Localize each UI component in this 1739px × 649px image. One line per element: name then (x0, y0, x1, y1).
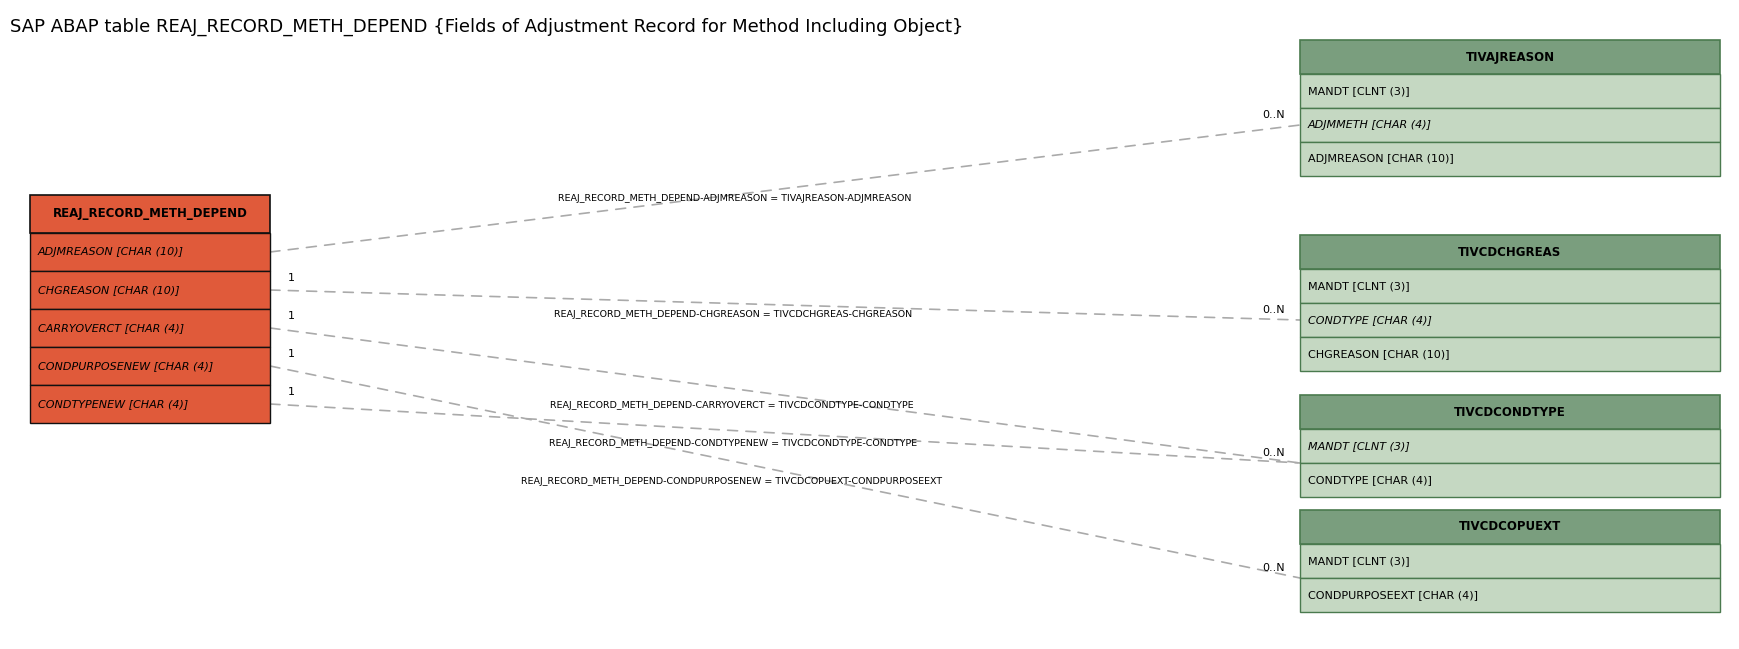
Text: REAJ_RECORD_METH_DEPEND-CHGREASON = TIVCDCHGREAS-CHGREASON: REAJ_RECORD_METH_DEPEND-CHGREASON = TIVC… (553, 310, 911, 319)
Text: 0..N: 0..N (1263, 110, 1285, 120)
Text: REAJ_RECORD_METH_DEPEND-CARRYOVERCT = TIVCDCONDTYPE-CONDTYPE: REAJ_RECORD_METH_DEPEND-CARRYOVERCT = TI… (550, 401, 913, 410)
Text: CONDTYPE [CHAR (4)]: CONDTYPE [CHAR (4)] (1308, 475, 1431, 485)
Text: MANDT [CLNT (3)]: MANDT [CLNT (3)] (1308, 86, 1409, 96)
Text: CARRYOVERCT [CHAR (4)]: CARRYOVERCT [CHAR (4)] (38, 323, 184, 333)
Text: REAJ_RECORD_METH_DEPEND-ADJMREASON = TIVAJREASON-ADJMREASON: REAJ_RECORD_METH_DEPEND-ADJMREASON = TIV… (558, 194, 911, 203)
Text: 0..N: 0..N (1263, 305, 1285, 315)
FancyBboxPatch shape (1299, 269, 1720, 303)
Text: CHGREASON [CHAR (10)]: CHGREASON [CHAR (10)] (1308, 349, 1449, 359)
Text: CONDTYPE [CHAR (4)]: CONDTYPE [CHAR (4)] (1308, 315, 1431, 325)
Text: CONDPURPOSENEW [CHAR (4)]: CONDPURPOSENEW [CHAR (4)] (38, 361, 214, 371)
FancyBboxPatch shape (1299, 578, 1720, 612)
FancyBboxPatch shape (1299, 429, 1720, 463)
Text: REAJ_RECORD_METH_DEPEND-CONDTYPENEW = TIVCDCONDTYPE-CONDTYPE: REAJ_RECORD_METH_DEPEND-CONDTYPENEW = TI… (548, 439, 916, 448)
FancyBboxPatch shape (1299, 463, 1720, 497)
FancyBboxPatch shape (30, 309, 270, 347)
FancyBboxPatch shape (30, 233, 270, 271)
FancyBboxPatch shape (1299, 544, 1720, 578)
Text: 1: 1 (289, 387, 296, 397)
Text: 1: 1 (289, 311, 296, 321)
Text: TIVAJREASON: TIVAJREASON (1464, 51, 1553, 64)
FancyBboxPatch shape (1299, 337, 1720, 371)
FancyBboxPatch shape (30, 195, 270, 233)
FancyBboxPatch shape (1299, 40, 1720, 74)
Text: 0..N: 0..N (1263, 563, 1285, 573)
Text: ADJMREASON [CHAR (10)]: ADJMREASON [CHAR (10)] (38, 247, 184, 257)
FancyBboxPatch shape (1299, 303, 1720, 337)
Text: TIVCDCONDTYPE: TIVCDCONDTYPE (1454, 406, 1565, 419)
Text: ADJMMETH [CHAR (4)]: ADJMMETH [CHAR (4)] (1308, 120, 1431, 130)
FancyBboxPatch shape (30, 385, 270, 423)
FancyBboxPatch shape (1299, 510, 1720, 544)
Text: CONDPURPOSEEXT [CHAR (4)]: CONDPURPOSEEXT [CHAR (4)] (1308, 590, 1476, 600)
FancyBboxPatch shape (30, 347, 270, 385)
Text: CONDTYPENEW [CHAR (4)]: CONDTYPENEW [CHAR (4)] (38, 399, 188, 409)
Text: SAP ABAP table REAJ_RECORD_METH_DEPEND {Fields of Adjustment Record for Method I: SAP ABAP table REAJ_RECORD_METH_DEPEND {… (10, 18, 963, 36)
Text: 1: 1 (289, 273, 296, 283)
FancyBboxPatch shape (1299, 142, 1720, 176)
Text: 1: 1 (289, 349, 296, 359)
Text: MANDT [CLNT (3)]: MANDT [CLNT (3)] (1308, 281, 1409, 291)
Text: MANDT [CLNT (3)]: MANDT [CLNT (3)] (1308, 441, 1409, 451)
FancyBboxPatch shape (1299, 235, 1720, 269)
Text: CHGREASON [CHAR (10)]: CHGREASON [CHAR (10)] (38, 285, 179, 295)
FancyBboxPatch shape (1299, 74, 1720, 108)
Text: ADJMREASON [CHAR (10)]: ADJMREASON [CHAR (10)] (1308, 154, 1452, 164)
FancyBboxPatch shape (30, 271, 270, 309)
Text: MANDT [CLNT (3)]: MANDT [CLNT (3)] (1308, 556, 1409, 566)
Text: TIVCDCHGREAS: TIVCDCHGREAS (1457, 245, 1560, 258)
Text: REAJ_RECORD_METH_DEPEND: REAJ_RECORD_METH_DEPEND (52, 208, 247, 221)
Text: TIVCDCOPUEXT: TIVCDCOPUEXT (1457, 520, 1560, 533)
Text: 0..N: 0..N (1263, 448, 1285, 458)
FancyBboxPatch shape (1299, 395, 1720, 429)
Text: REAJ_RECORD_METH_DEPEND-CONDPURPOSENEW = TIVCDCOPUEXT-CONDPURPOSEEXT: REAJ_RECORD_METH_DEPEND-CONDPURPOSENEW =… (520, 477, 941, 486)
FancyBboxPatch shape (1299, 108, 1720, 142)
